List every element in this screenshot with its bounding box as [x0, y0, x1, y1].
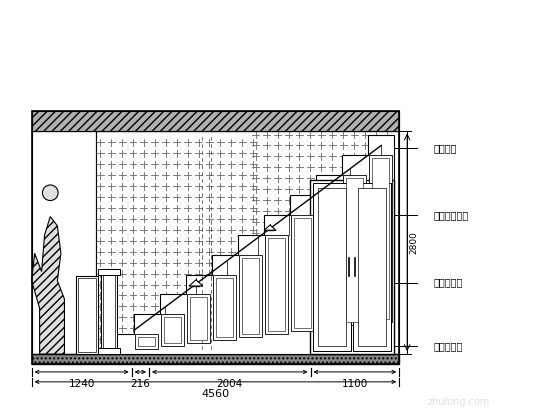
Bar — [353, 183, 391, 351]
Bar — [76, 276, 98, 354]
Bar — [239, 255, 262, 337]
Polygon shape — [32, 110, 399, 131]
Bar — [346, 178, 363, 322]
Circle shape — [43, 185, 58, 201]
Bar — [32, 110, 399, 364]
Text: 定制护墙板: 定制护墙板 — [434, 341, 463, 351]
Text: 1100: 1100 — [342, 379, 368, 389]
Bar — [268, 238, 285, 331]
Bar — [294, 218, 311, 328]
Bar — [164, 317, 181, 343]
Text: zhulong.com: zhulong.com — [428, 397, 490, 407]
Bar — [317, 195, 340, 328]
Polygon shape — [108, 136, 394, 354]
Bar — [216, 278, 233, 337]
Bar — [101, 269, 117, 354]
Bar — [291, 215, 314, 331]
Bar — [98, 269, 120, 275]
Bar — [372, 158, 389, 319]
Bar — [358, 188, 386, 346]
Bar — [318, 188, 346, 346]
Polygon shape — [189, 280, 203, 286]
Text: 储物间暗门: 储物间暗门 — [434, 278, 463, 288]
Text: 4560: 4560 — [202, 389, 230, 399]
Text: 2800: 2800 — [409, 231, 418, 254]
Bar — [320, 198, 337, 325]
Bar — [98, 348, 120, 354]
Bar — [190, 297, 207, 340]
Text: 定制实木楼梯: 定制实木楼梯 — [434, 210, 469, 220]
Polygon shape — [264, 225, 276, 230]
Bar — [187, 294, 210, 343]
Polygon shape — [32, 110, 399, 131]
Text: 216: 216 — [130, 379, 150, 389]
Bar — [135, 334, 158, 349]
Bar — [343, 175, 366, 325]
Bar — [161, 314, 184, 346]
Bar — [369, 155, 392, 322]
Text: 墙纸饰面: 墙纸饰面 — [434, 143, 458, 153]
Bar — [310, 180, 394, 354]
Bar — [213, 275, 236, 340]
Bar — [242, 258, 259, 334]
Text: 1240: 1240 — [68, 379, 95, 389]
Polygon shape — [32, 217, 64, 354]
Text: 2004: 2004 — [217, 379, 243, 389]
Bar — [265, 235, 288, 334]
Bar — [96, 131, 399, 354]
Bar — [103, 271, 115, 352]
Bar — [313, 183, 351, 351]
Bar — [78, 278, 96, 352]
Bar — [138, 337, 155, 346]
Bar — [32, 354, 399, 364]
Bar — [32, 131, 96, 354]
